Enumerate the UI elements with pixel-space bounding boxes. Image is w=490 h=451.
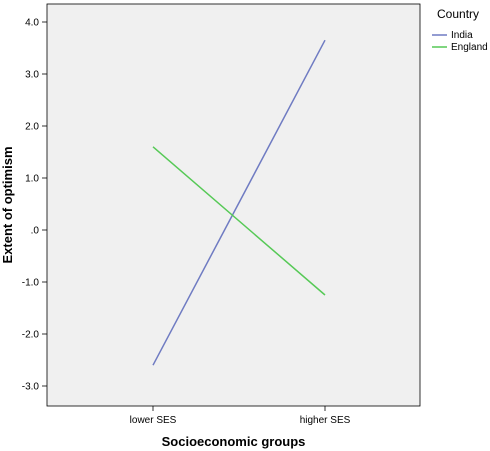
legend: Country India England (432, 7, 488, 53)
legend-label-england: England (451, 42, 488, 53)
y-tick-label: -2.0 (22, 330, 40, 341)
plot-area-background (46, 3, 421, 407)
series-line-india (152, 39, 326, 366)
y-axis-title: Extent of optimism (0, 146, 15, 263)
x-axis-title: Socioeconomic groups (162, 434, 306, 449)
y-tick-label: 1.0 (25, 174, 39, 185)
y-tick-label: -1.0 (22, 278, 40, 289)
y-tick-label: 4.0 (25, 18, 39, 29)
legend-title: Country (437, 7, 479, 21)
x-tick-label: lower SES (130, 415, 177, 426)
x-axis-ticks: lower SES higher SES (130, 406, 351, 426)
y-axis-ticks: 4.0 3.0 2.0 1.0 .0 -1.0 -2.0 -3.0 (22, 18, 47, 393)
series-line-england (152, 146, 326, 296)
y-tick-label: 2.0 (25, 122, 39, 133)
legend-label-india: India (451, 30, 473, 41)
y-tick-label: 3.0 (25, 70, 39, 81)
x-tick-label: higher SES (300, 415, 351, 426)
y-tick-label: -3.0 (22, 382, 40, 393)
y-tick-label: .0 (31, 226, 40, 237)
series-layer (152, 39, 326, 366)
